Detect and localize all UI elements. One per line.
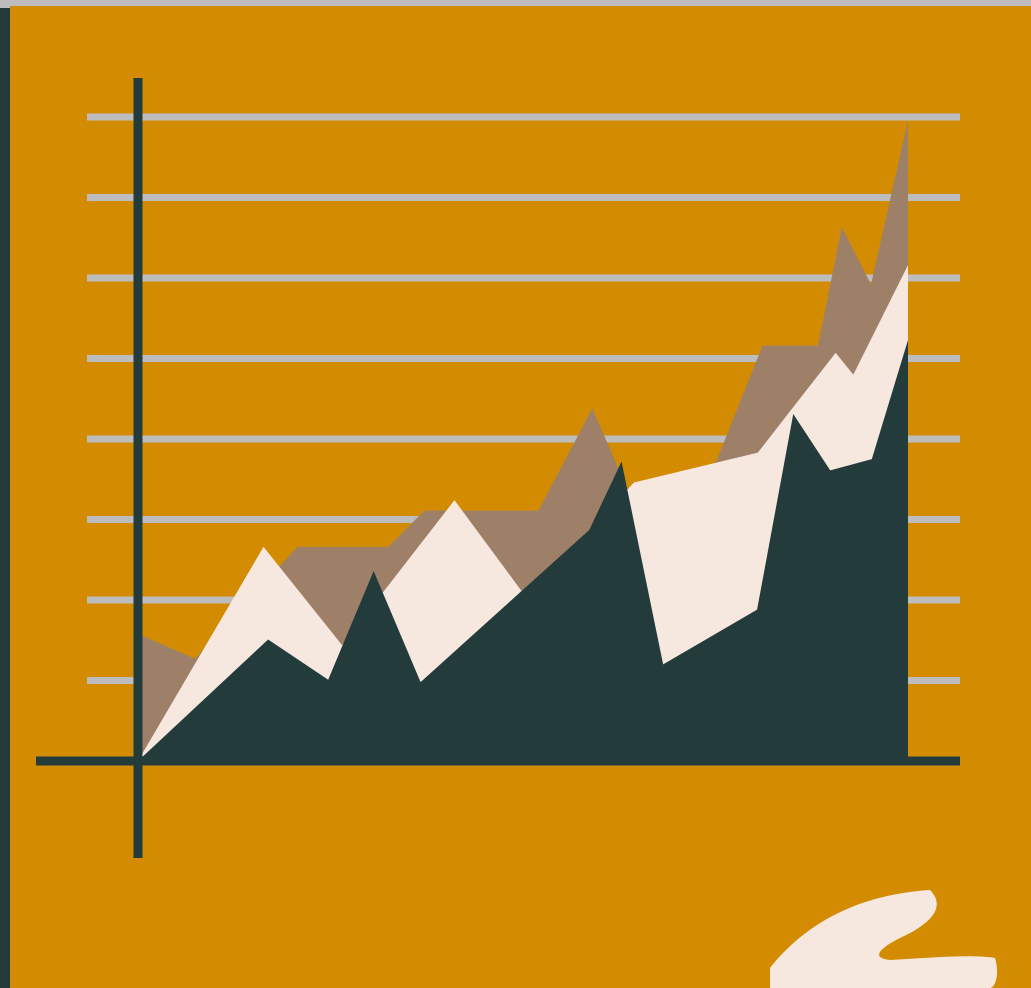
area-series-3 — [138, 339, 908, 761]
axes — [36, 78, 960, 858]
brushstroke-decoration — [770, 890, 998, 988]
area-series-group — [138, 120, 908, 762]
top-photo-strip — [0, 0, 1031, 8]
